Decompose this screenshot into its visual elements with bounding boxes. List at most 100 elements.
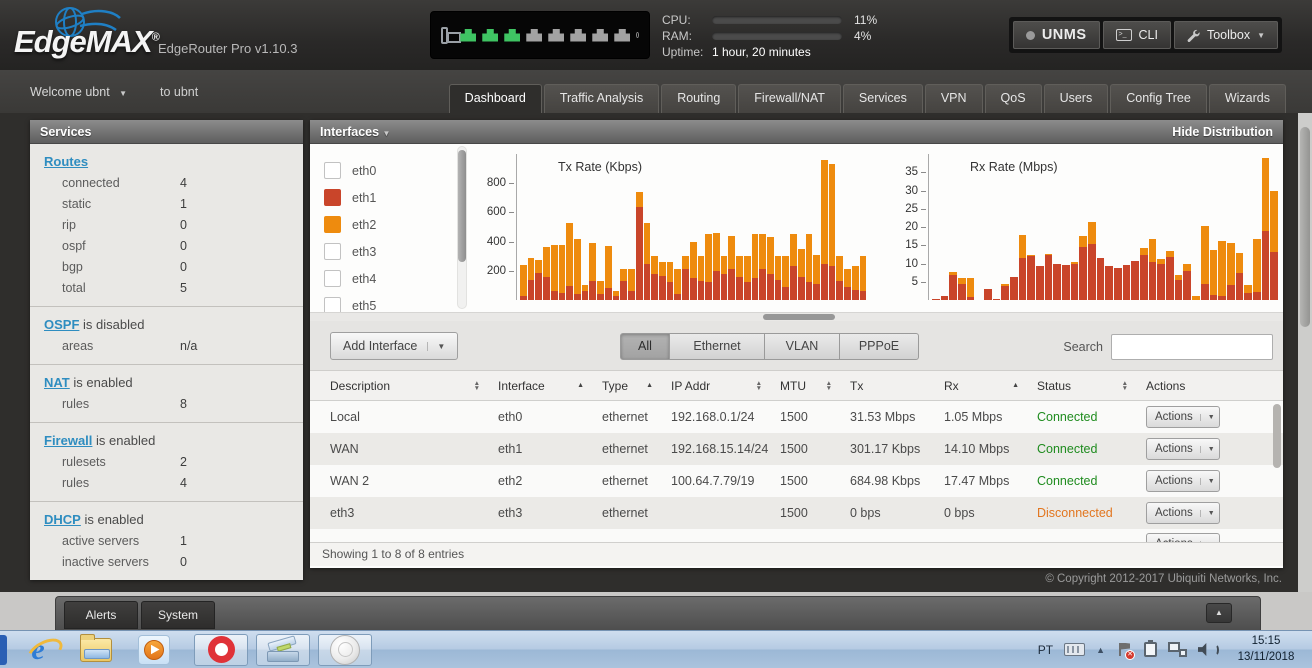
- column-actions: Actions: [1146, 378, 1186, 393]
- legend-item-eth4[interactable]: eth4: [324, 265, 456, 292]
- show-hidden-icons[interactable]: ▲: [1096, 644, 1105, 655]
- scrollbar-thumb[interactable]: [1300, 127, 1310, 327]
- legend-item-eth0[interactable]: eth0: [324, 157, 456, 184]
- media-player-button[interactable]: [136, 633, 172, 667]
- unifi-device-app-button[interactable]: [318, 633, 372, 666]
- column-rx[interactable]: Rx ▲: [944, 378, 1019, 393]
- cli-button[interactable]: >_ CLI: [1102, 21, 1171, 49]
- wrench-icon: [1187, 29, 1200, 42]
- column-mtu[interactable]: MTU ▲ ▼: [780, 378, 832, 393]
- taskbar-clock[interactable]: 15:15 13/11/2018: [1230, 634, 1302, 665]
- stat-row: total 5: [62, 281, 187, 295]
- routes-link[interactable]: Routes: [44, 154, 89, 169]
- ospf-link[interactable]: OSPF: [44, 317, 80, 332]
- windows-explorer-button[interactable]: [78, 633, 114, 667]
- firewall-link[interactable]: Firewall: [44, 433, 93, 448]
- network-icon[interactable]: [1168, 642, 1187, 657]
- checkbox-eth1[interactable]: [324, 189, 341, 206]
- legend-scrollbar[interactable]: [457, 146, 467, 309]
- chart-bar: [1088, 154, 1096, 300]
- tab-alerts[interactable]: Alerts: [64, 601, 138, 629]
- row-actions-button[interactable]: Actions▼: [1146, 533, 1220, 542]
- filter-pppoe[interactable]: PPPoE: [839, 333, 919, 360]
- tab-config-tree[interactable]: Config Tree: [1110, 84, 1207, 113]
- scanner-app-button[interactable]: [256, 633, 310, 666]
- welcome-user-menu[interactable]: Welcome ubnt ▼: [30, 85, 127, 99]
- row-actions-button[interactable]: Actions▼: [1146, 502, 1220, 524]
- page-scrollbar[interactable]: [1298, 113, 1312, 592]
- chart-bar: [844, 154, 851, 300]
- chart-bar: [736, 154, 743, 300]
- copyright-notice: © Copyright 2012-2017 Ubiquiti Networks,…: [1045, 573, 1282, 585]
- column-type[interactable]: Type ▲: [602, 378, 653, 393]
- ethernet-port-icon-up: [504, 28, 521, 42]
- chart-bar: [1174, 154, 1183, 300]
- chart-bar: [1105, 154, 1114, 300]
- filter-all[interactable]: All: [620, 333, 670, 360]
- filter-vlan[interactable]: VLAN: [764, 333, 840, 360]
- column-description[interactable]: Description ▲ ▼: [330, 378, 480, 393]
- tab-qos[interactable]: QoS: [984, 84, 1042, 113]
- scrollbar-thumb[interactable]: [458, 150, 466, 262]
- chart-bar: [828, 154, 836, 300]
- action-center-flag-icon[interactable]: ✕: [1116, 642, 1135, 660]
- tab-services[interactable]: Services: [842, 84, 923, 113]
- column-interface[interactable]: Interface ▲: [498, 378, 584, 393]
- dhcp-link[interactable]: DHCP: [44, 512, 81, 527]
- collapse-panel-button[interactable]: ▲: [1206, 603, 1232, 623]
- nat-link[interactable]: NAT: [44, 375, 70, 390]
- tab-system[interactable]: System: [141, 601, 215, 629]
- ethernet-port-icon-down: [614, 28, 631, 42]
- sidebar-section-routes: Routes connected 4 static 1 rip 0 ospf 0 bgp…: [30, 144, 303, 307]
- pinned-app-edge-icon[interactable]: [0, 635, 7, 665]
- hide-distribution-button[interactable]: Hide Distribution: [1172, 124, 1273, 139]
- toolbox-button[interactable]: Toolbox ▼: [1173, 21, 1278, 49]
- clipboard-tray-icon[interactable]: [1144, 640, 1157, 657]
- tab-wizards[interactable]: Wizards: [1208, 84, 1286, 113]
- checkbox-eth0[interactable]: [324, 162, 341, 179]
- chart-bar: [1036, 154, 1044, 300]
- checkbox-eth4[interactable]: [324, 270, 341, 287]
- language-indicator[interactable]: PT: [1037, 642, 1054, 657]
- chart-bar: [1157, 154, 1166, 300]
- tab-vpn[interactable]: VPN: [924, 84, 983, 113]
- tab-dashboard[interactable]: Dashboard: [448, 84, 542, 113]
- interfaces-title-dropdown[interactable]: Interfaces ▼: [320, 124, 391, 139]
- checkbox-eth3[interactable]: [324, 243, 341, 260]
- chevron-down-icon: ▼: [427, 341, 445, 351]
- column-status[interactable]: Status ▲ ▼: [1037, 378, 1128, 393]
- legend-item-eth3[interactable]: eth3: [324, 238, 456, 265]
- add-interface-button[interactable]: Add Interface ▼: [330, 332, 459, 360]
- app-header: EdgeMAX® EdgeRouter Pro v1.10.3 CPU: 11%…: [0, 0, 1312, 70]
- tx-rate-chart: Tx Rate (Kbps) 200 400 600 800: [468, 144, 872, 302]
- column-ip-addr[interactable]: IP Addr ▲ ▼: [671, 378, 762, 393]
- rx-rate-chart: Rx Rate (Mbps) 5 10 15 20 25 30 35: [880, 144, 1284, 302]
- tab-traffic-analysis[interactable]: Traffic Analysis: [543, 84, 660, 113]
- column-tx[interactable]: Tx: [850, 378, 864, 393]
- opera-button[interactable]: [194, 633, 248, 666]
- filter-ethernet[interactable]: Ethernet: [669, 333, 765, 360]
- search-input[interactable]: [1111, 334, 1273, 360]
- legend-item-eth5[interactable]: eth5: [324, 292, 456, 319]
- legend-item-eth2[interactable]: eth2: [324, 211, 456, 238]
- row-actions-button[interactable]: Actions▼: [1146, 470, 1220, 492]
- y-axis-tick: 600: [487, 206, 517, 218]
- distribution-horizontal-scrollbar[interactable]: [310, 312, 1283, 321]
- table-scrollbar-thumb[interactable]: [1273, 404, 1281, 468]
- keyboard-icon[interactable]: [1064, 643, 1086, 656]
- unms-button[interactable]: UNMS: [1012, 21, 1100, 49]
- chart-bar: [992, 154, 1001, 300]
- internet-explorer-button[interactable]: e: [20, 633, 56, 667]
- sort-asc-icon: ▲: [1012, 382, 1019, 389]
- scrollbar-thumb[interactable]: [763, 314, 835, 320]
- row-actions-button[interactable]: Actions▼: [1146, 406, 1220, 428]
- row-actions-button[interactable]: Actions▼: [1146, 438, 1220, 460]
- speaker-icon[interactable]: [1198, 643, 1219, 657]
- tab-users[interactable]: Users: [1043, 84, 1109, 113]
- legend-item-eth1[interactable]: eth1: [324, 184, 456, 211]
- tab-firewall-nat[interactable]: Firewall/NAT: [738, 84, 841, 113]
- tab-routing[interactable]: Routing: [661, 84, 737, 113]
- chart-bar: [751, 154, 759, 300]
- checkbox-eth2[interactable]: [324, 216, 341, 233]
- ram-stat: RAM: 4%: [662, 28, 877, 44]
